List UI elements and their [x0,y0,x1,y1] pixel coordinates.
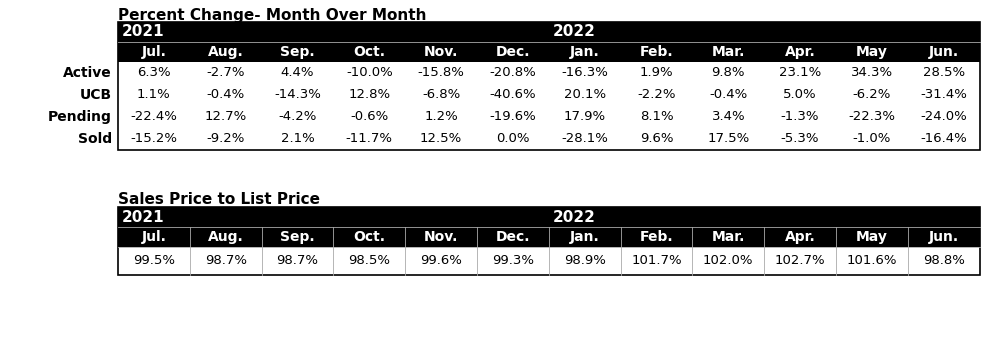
Text: 20.1%: 20.1% [563,88,606,101]
Text: -16.3%: -16.3% [561,66,608,79]
Text: -1.3%: -1.3% [781,110,820,123]
Text: May: May [856,230,888,244]
Text: 99.3%: 99.3% [492,255,534,268]
Text: Sold: Sold [78,132,112,146]
Text: 6.3%: 6.3% [138,66,170,79]
Text: Mar.: Mar. [712,45,745,59]
Bar [118,207,980,275]
Text: Jan.: Jan. [570,230,599,244]
Text: Aug.: Aug. [207,45,243,59]
Text: 102.7%: 102.7% [775,255,826,268]
Text: -6.2%: -6.2% [852,88,891,101]
Text: Dec.: Dec. [496,45,530,59]
Text: -40.6%: -40.6% [490,88,536,101]
Text: 12.8%: 12.8% [348,88,391,101]
Text: Dec.: Dec. [496,230,530,244]
Text: -28.1%: -28.1% [561,132,608,145]
Text: 4.4%: 4.4% [281,66,314,79]
Text: Feb.: Feb. [640,230,673,244]
Text: -0.4%: -0.4% [206,88,245,101]
Text: -10.0%: -10.0% [346,66,393,79]
Text: Active: Active [63,66,112,80]
Text: -5.3%: -5.3% [781,132,820,145]
Text: Pending: Pending [48,110,112,124]
Text: 2.1%: 2.1% [280,132,314,145]
Text: 2022: 2022 [552,25,595,39]
Bar [118,22,980,150]
Bar [118,22,980,62]
Text: 17.5%: 17.5% [707,132,750,145]
Text: Jan.: Jan. [570,45,599,59]
Text: Sep.: Sep. [280,230,315,244]
Text: 12.5%: 12.5% [420,132,463,145]
Text: 2021: 2021 [122,209,165,225]
Bar [118,207,980,247]
Text: 98.7%: 98.7% [276,255,318,268]
Text: Sales Price to List Price: Sales Price to List Price [118,192,320,207]
Text: UCB: UCB [80,88,112,102]
Text: 0.0%: 0.0% [497,132,529,145]
Text: 8.1%: 8.1% [640,110,673,123]
Text: 1.2%: 1.2% [425,110,458,123]
Text: -1.0%: -1.0% [852,132,891,145]
Text: Apr.: Apr. [785,45,816,59]
Text: 98.8%: 98.8% [923,255,965,268]
Text: Jun.: Jun. [928,230,959,244]
Text: -15.2%: -15.2% [131,132,177,145]
Text: 101.6%: 101.6% [846,255,897,268]
Text: Jul.: Jul. [142,45,166,59]
Text: Oct.: Oct. [353,230,385,244]
Text: -11.7%: -11.7% [346,132,393,145]
Text: Nov.: Nov. [424,230,459,244]
Text: Apr.: Apr. [785,230,816,244]
Text: 34.3%: 34.3% [850,66,893,79]
Text: -22.4%: -22.4% [131,110,177,123]
Text: -0.6%: -0.6% [350,110,389,123]
Text: 98.7%: 98.7% [204,255,246,268]
Text: -20.8%: -20.8% [490,66,536,79]
Text: 3.4%: 3.4% [712,110,745,123]
Text: Jul.: Jul. [142,230,166,244]
Text: Oct.: Oct. [353,45,385,59]
Text: 99.6%: 99.6% [420,255,462,268]
Text: -31.4%: -31.4% [920,88,967,101]
Text: Mar.: Mar. [712,230,745,244]
Text: -19.6%: -19.6% [490,110,536,123]
Text: May: May [856,45,888,59]
Text: 2022: 2022 [552,209,595,225]
Text: -4.2%: -4.2% [278,110,317,123]
Text: Percent Change- Month Over Month: Percent Change- Month Over Month [118,8,427,23]
Text: -14.3%: -14.3% [274,88,321,101]
Text: 2021: 2021 [122,25,165,39]
Text: 17.9%: 17.9% [563,110,606,123]
Text: -2.7%: -2.7% [206,66,245,79]
Text: -24.0%: -24.0% [920,110,967,123]
Text: 9.6%: 9.6% [640,132,673,145]
Text: 5.0%: 5.0% [784,88,817,101]
Text: 12.7%: 12.7% [204,110,247,123]
Text: 98.5%: 98.5% [348,255,390,268]
Text: -16.4%: -16.4% [920,132,967,145]
Text: -2.2%: -2.2% [637,88,676,101]
Text: -22.3%: -22.3% [848,110,895,123]
Text: 1.9%: 1.9% [640,66,673,79]
Text: 98.9%: 98.9% [563,255,605,268]
Text: 1.1%: 1.1% [137,88,170,101]
Text: 101.7%: 101.7% [631,255,682,268]
Text: 28.5%: 28.5% [922,66,965,79]
Text: Feb.: Feb. [640,45,673,59]
Text: -6.8%: -6.8% [422,88,461,101]
Text: Nov.: Nov. [424,45,459,59]
Text: Jun.: Jun. [928,45,959,59]
Text: 102.0%: 102.0% [703,255,754,268]
Text: Aug.: Aug. [207,230,243,244]
Text: 9.8%: 9.8% [712,66,745,79]
Text: 99.5%: 99.5% [133,255,174,268]
Text: -0.4%: -0.4% [709,88,748,101]
Text: -9.2%: -9.2% [206,132,245,145]
Text: -15.8%: -15.8% [418,66,465,79]
Text: 23.1%: 23.1% [779,66,822,79]
Text: Sep.: Sep. [280,45,315,59]
